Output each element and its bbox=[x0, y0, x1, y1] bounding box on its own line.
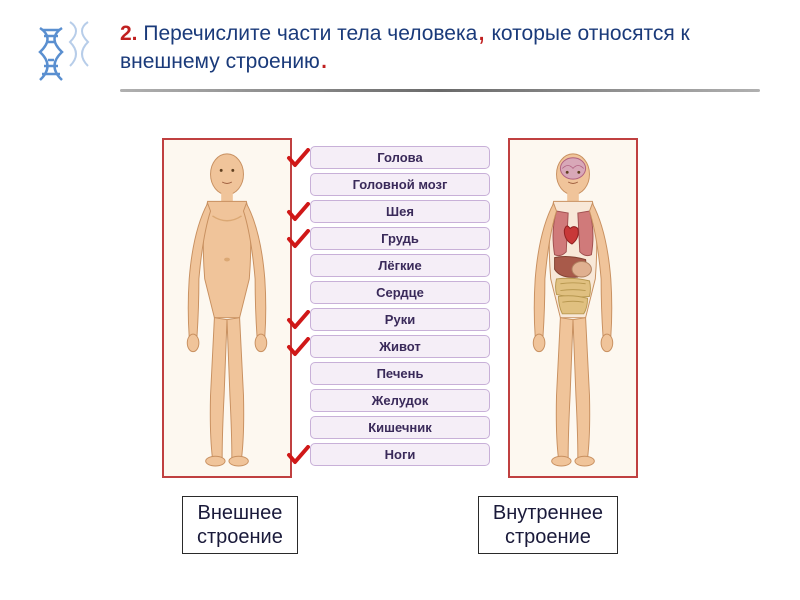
label-row: Сердце bbox=[310, 281, 490, 304]
check-icon bbox=[286, 229, 310, 249]
external-body-figure bbox=[162, 138, 292, 478]
label-row: Живот bbox=[310, 335, 490, 358]
label-row: Грудь bbox=[310, 227, 490, 250]
label-pill: Живот bbox=[310, 335, 490, 358]
label-row: Кишечник bbox=[310, 416, 490, 439]
q-part1: Перечислите части тела человека bbox=[143, 22, 477, 45]
label-pill: Руки bbox=[310, 308, 490, 331]
check-icon bbox=[286, 337, 310, 357]
content-row: Голова Головной мозг Шея Грудь Лёгкие Сердце Р… bbox=[0, 110, 800, 478]
label-row: Лёгкие bbox=[310, 254, 490, 277]
caption-external: Внешнее строение bbox=[182, 496, 298, 554]
captions-row: Внешнее строение Внутреннее строение bbox=[0, 496, 800, 554]
cap-r1: Внутреннее bbox=[493, 502, 603, 524]
label-pill: Головной мозг bbox=[310, 173, 490, 196]
cap-r2: строение bbox=[505, 526, 591, 548]
cap-l1: Внешнее bbox=[198, 502, 283, 524]
label-pill: Сердце bbox=[310, 281, 490, 304]
labels-column: Голова Головной мозг Шея Грудь Лёгкие Сердце Р… bbox=[310, 138, 490, 478]
label-row: Руки bbox=[310, 308, 490, 331]
caption-internal: Внутреннее строение bbox=[478, 496, 618, 554]
label-pill: Желудок bbox=[310, 389, 490, 412]
label-row: Желудок bbox=[310, 389, 490, 412]
label-pill: Шея bbox=[310, 200, 490, 223]
label-pill: Лёгкие bbox=[310, 254, 490, 277]
label-row: Шея bbox=[310, 200, 490, 223]
check-icon bbox=[286, 148, 310, 168]
divider-line bbox=[120, 89, 760, 92]
label-row: Голова bbox=[310, 146, 490, 169]
dna-icon bbox=[30, 20, 110, 90]
label-pill: Ноги bbox=[310, 443, 490, 466]
label-pill: Грудь bbox=[310, 227, 490, 250]
cap-l2: строение bbox=[197, 526, 283, 548]
check-icon bbox=[286, 310, 310, 330]
q-period: . bbox=[320, 42, 328, 75]
label-row: Головной мозг bbox=[310, 173, 490, 196]
label-pill: Кишечник bbox=[310, 416, 490, 439]
label-pill: Голова bbox=[310, 146, 490, 169]
q-comma: , bbox=[477, 14, 485, 47]
label-pill: Печень bbox=[310, 362, 490, 385]
header-area: 2. Перечислите части тела человека, кото… bbox=[0, 0, 800, 110]
question-text: 2. Перечислите части тела человека, кото… bbox=[120, 20, 760, 77]
question-number: 2. bbox=[120, 22, 138, 45]
label-row: Печень bbox=[310, 362, 490, 385]
internal-body-figure bbox=[508, 138, 638, 478]
label-row: Ноги bbox=[310, 443, 490, 466]
check-icon bbox=[286, 202, 310, 222]
check-icon bbox=[286, 445, 310, 465]
